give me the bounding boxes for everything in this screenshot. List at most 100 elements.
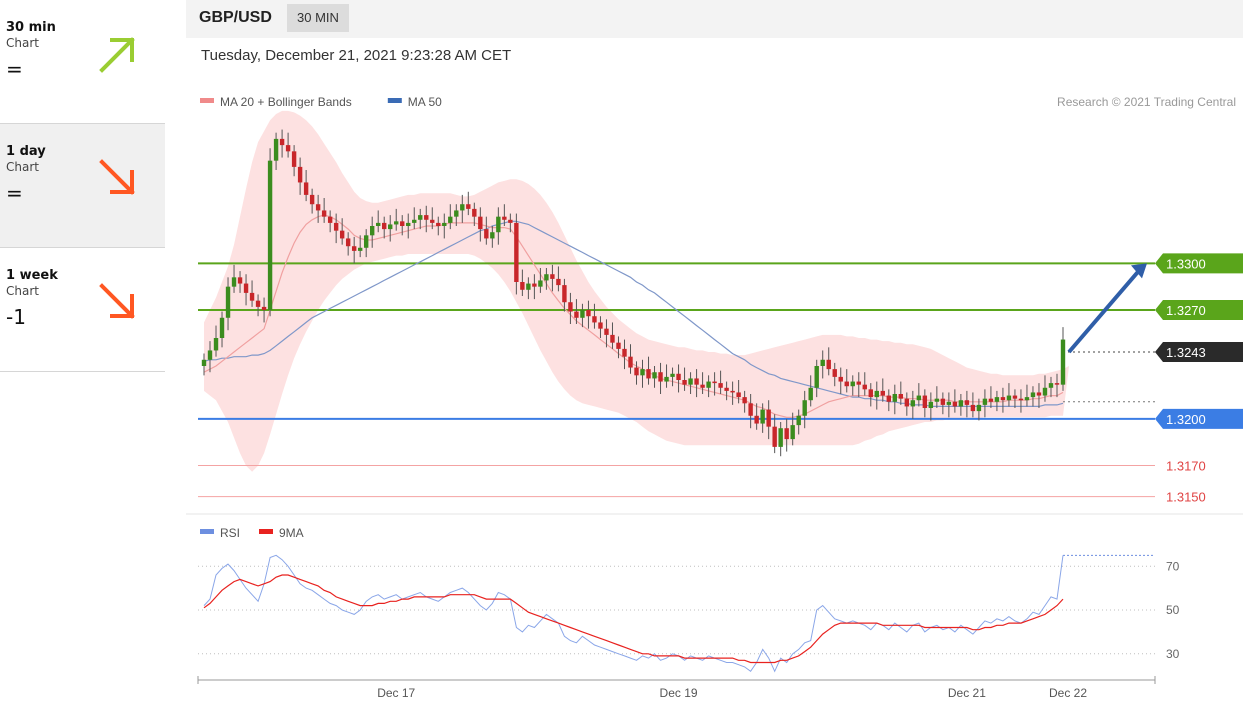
- candle-body: [532, 283, 537, 287]
- rsi-legend-swatch: [259, 529, 273, 534]
- panel-subtitle: Chart: [6, 284, 39, 298]
- timeframe-button[interactable]: 30 MIN: [287, 4, 349, 32]
- candle-body: [442, 222, 447, 226]
- candle-body: [412, 219, 417, 223]
- chart-date: Tuesday, December 21, 2021 9:23:28 AM CE…: [201, 47, 512, 64]
- candle-body: [886, 395, 891, 402]
- candle-body: [790, 425, 795, 440]
- level-label-1.3170: 1.3170: [1166, 459, 1206, 474]
- candle-body: [958, 400, 964, 407]
- candle-body: [1054, 383, 1060, 385]
- candle-body: [688, 378, 693, 385]
- candle-body: [502, 216, 507, 220]
- candle-body: [742, 397, 747, 404]
- candle-body: [460, 204, 465, 211]
- candle-body: [712, 381, 717, 384]
- candle-body: [1048, 383, 1054, 388]
- candle-body: [754, 415, 759, 424]
- candle-body: [1060, 339, 1066, 385]
- panel-title: 1 day: [6, 144, 46, 159]
- ma50-line: [203, 220, 1064, 407]
- rsi-legend-label: 9MA: [279, 526, 304, 540]
- candle-body: [400, 221, 405, 226]
- level-label-1.3243: 1.3243: [1166, 345, 1206, 360]
- candle-body: [646, 369, 651, 379]
- currency-pair-title: GBP/USD: [199, 9, 272, 26]
- candle-body: [970, 404, 976, 412]
- legend-label: MA 20 + Bollinger Bands: [220, 95, 352, 109]
- candle-body: [802, 400, 807, 416]
- timeframe-panel-2[interactable]: 1 week Chart -1: [0, 248, 165, 372]
- x-tick-label: Dec 22: [1049, 686, 1087, 700]
- candle-body: [351, 246, 357, 251]
- candle-body: [1012, 395, 1018, 399]
- candle-body: [508, 219, 513, 223]
- candle-body: [1036, 392, 1042, 396]
- candle-body: [345, 238, 351, 247]
- x-tick-label: Dec 21: [948, 686, 986, 700]
- x-tick-label: Dec 17: [377, 686, 415, 700]
- candle-body: [826, 359, 831, 370]
- candle-body: [622, 348, 627, 357]
- panel-value: =: [6, 181, 23, 205]
- candle-body: [219, 317, 225, 338]
- candle-body: [922, 395, 928, 408]
- arrow-up-right-icon: [99, 37, 135, 73]
- candle-body: [610, 334, 615, 343]
- candle-body: [772, 426, 777, 447]
- candle-body: [243, 283, 249, 293]
- legend-swatch: [200, 98, 214, 103]
- level-label-1.3270: 1.3270: [1166, 303, 1206, 318]
- candle-body: [448, 216, 453, 223]
- panel-value: =: [6, 57, 23, 81]
- candle-body: [814, 366, 819, 388]
- candle-body: [303, 182, 309, 195]
- candle-body: [520, 282, 525, 290]
- timeframe-panel-0[interactable]: 30 min Chart =: [0, 0, 165, 124]
- candle-body: [466, 204, 471, 209]
- candle-body: [964, 400, 970, 405]
- candle-body: [261, 306, 267, 310]
- candle-body: [556, 278, 561, 286]
- candles: [201, 129, 1066, 457]
- candle-body: [940, 398, 946, 405]
- candle-body: [880, 390, 885, 396]
- timeframe-panel-1[interactable]: 1 day Chart =: [0, 124, 165, 248]
- candle-body: [291, 151, 297, 167]
- candle-body: [784, 428, 789, 440]
- level-label-1.3300: 1.3300: [1166, 256, 1206, 271]
- candle-body: [586, 310, 591, 317]
- candle-body: [496, 216, 501, 233]
- candle-body: [856, 381, 861, 385]
- candle-body: [297, 166, 303, 183]
- forecast-arrow: [1067, 267, 1143, 354]
- candle-body: [321, 210, 327, 217]
- candle-body: [376, 222, 381, 226]
- candle-body: [279, 138, 285, 146]
- rsi-9ma-line: [203, 574, 1064, 664]
- candle-body: [418, 215, 423, 220]
- candle-body: [1006, 395, 1012, 401]
- candle-body: [1030, 392, 1036, 398]
- candle-body: [550, 274, 555, 279]
- candle-body: [273, 138, 279, 161]
- candle-body: [664, 376, 669, 382]
- candle-body: [766, 409, 771, 427]
- candle-body: [904, 398, 910, 407]
- candle-body: [333, 222, 339, 231]
- candle-body: [490, 232, 495, 239]
- candle-body: [994, 397, 1000, 402]
- candle-body: [700, 384, 705, 388]
- candle-body: [544, 274, 549, 281]
- candle-body: [850, 381, 855, 387]
- candle-body: [694, 378, 699, 385]
- candle-body: [988, 398, 994, 402]
- candle-body: [592, 316, 597, 323]
- candle-body: [862, 384, 867, 390]
- rsi-tick-label: 50: [1166, 603, 1180, 617]
- x-tick-label: Dec 19: [660, 686, 698, 700]
- candle-body: [946, 401, 952, 405]
- candle-body: [568, 302, 573, 312]
- candle-body: [430, 219, 435, 223]
- candle-body: [1042, 387, 1048, 396]
